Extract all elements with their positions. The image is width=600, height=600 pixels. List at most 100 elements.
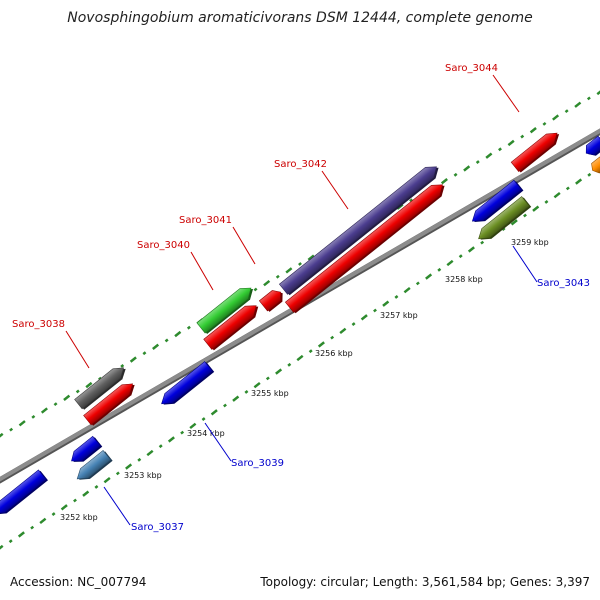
inner-track-tick bbox=[17, 531, 25, 538]
inner-track-tick bbox=[287, 362, 292, 367]
inner-track-tick bbox=[351, 322, 356, 326]
gene-feature-body bbox=[471, 179, 522, 222]
tick-label-3254-kbp: 3254 kbp bbox=[187, 429, 225, 438]
gene-feature-body bbox=[258, 290, 281, 312]
gene-feature-body bbox=[161, 361, 213, 405]
outer-track-tick bbox=[0, 432, 4, 438]
gene-feature[interactable] bbox=[203, 300, 263, 351]
gene-feature[interactable] bbox=[83, 379, 139, 427]
inner-track-tick bbox=[137, 457, 142, 462]
inner-track-tick bbox=[94, 485, 99, 489]
inner-track-tick bbox=[446, 259, 454, 267]
inner-track-tick bbox=[201, 417, 206, 421]
inner-track-tick bbox=[125, 463, 133, 470]
outer-track-tick bbox=[475, 160, 480, 164]
inner-track-tick bbox=[330, 335, 335, 340]
inner-track-tick bbox=[158, 444, 163, 449]
inner-track-tick bbox=[501, 227, 506, 231]
inner-track-tick bbox=[575, 178, 583, 185]
outer-track-tick bbox=[275, 274, 280, 279]
inner-track-tick bbox=[510, 219, 518, 226]
gene-feature[interactable] bbox=[278, 161, 442, 296]
leader-line-Saro_3038 bbox=[65, 330, 90, 369]
leader-line-Saro_3037 bbox=[103, 486, 131, 526]
inner-track-tick bbox=[480, 240, 485, 245]
gene-feature-body bbox=[203, 305, 257, 350]
tick-label-3253-kbp: 3253 kbp bbox=[124, 471, 162, 480]
inner-track-tick bbox=[565, 186, 570, 191]
outer-track-tick bbox=[53, 402, 58, 407]
tick-label-3257-kbp: 3257 kbp bbox=[380, 311, 418, 320]
outer-track-tick bbox=[574, 101, 582, 108]
tick-label-3259-kbp: 3259 kbp bbox=[511, 238, 549, 247]
outer-track-tick bbox=[98, 376, 102, 381]
inner-track-tick bbox=[146, 449, 154, 457]
outer-track-tick bbox=[520, 134, 525, 139]
inner-track-tick bbox=[437, 267, 442, 272]
outer-track-tick bbox=[253, 287, 258, 292]
gene-feature[interactable] bbox=[510, 128, 563, 173]
gene-feature[interactable] bbox=[469, 179, 524, 228]
gene-feature[interactable] bbox=[196, 282, 257, 335]
inner-track-tick bbox=[317, 341, 325, 348]
gene-feature[interactable] bbox=[74, 363, 130, 411]
gene-feature-body bbox=[71, 435, 101, 462]
map-title: Novosphingobium aromaticivorans DSM 1244… bbox=[67, 10, 533, 26]
inner-track-tick bbox=[467, 246, 475, 253]
inner-track-tick bbox=[532, 205, 540, 212]
gene-label-Saro_3037: Saro_3037 bbox=[131, 522, 184, 533]
inner-track-tick bbox=[60, 504, 68, 511]
genome-summary: Topology: circular; Length: 3,561,584 bp… bbox=[260, 575, 590, 589]
tick-label-3256-kbp: 3256 kbp bbox=[315, 349, 353, 358]
gene-feature[interactable] bbox=[258, 286, 286, 312]
outer-track-tick bbox=[298, 262, 302, 266]
inner-track-tick bbox=[115, 471, 120, 476]
gene-feature[interactable] bbox=[73, 450, 113, 485]
gene-label-Saro_3041: Saro_3041 bbox=[179, 215, 232, 226]
gene-feature-body bbox=[0, 469, 47, 514]
gene-label-Saro_3038: Saro_3038 bbox=[12, 319, 65, 330]
inner-track-tick bbox=[308, 349, 313, 354]
inner-track-tick bbox=[82, 490, 90, 497]
outer-track-tick bbox=[453, 172, 458, 177]
inner-track-tick bbox=[30, 525, 35, 530]
inner-track-tick bbox=[8, 539, 13, 544]
leader-line-Saro_3042 bbox=[321, 170, 349, 210]
gene-feature[interactable] bbox=[475, 196, 532, 245]
inner-track-tick bbox=[275, 368, 283, 375]
inner-track-tick bbox=[587, 172, 592, 177]
gene-feature[interactable] bbox=[589, 156, 600, 176]
gene-label-Saro_3044: Saro_3044 bbox=[445, 63, 498, 74]
inner-track-tick bbox=[39, 517, 47, 525]
gene-label-Saro_3043: Saro_3043 bbox=[537, 278, 590, 289]
outer-track-tick bbox=[596, 90, 600, 96]
gene-feature[interactable] bbox=[284, 179, 448, 314]
outer-track-tick bbox=[564, 109, 569, 114]
outer-track-tick bbox=[186, 325, 191, 330]
gene-feature[interactable] bbox=[0, 469, 48, 519]
outer-track-tick bbox=[142, 351, 147, 356]
inner-track-tick bbox=[523, 213, 527, 218]
inner-track-tick bbox=[425, 273, 433, 280]
gene-label-Saro_3042: Saro_3042 bbox=[274, 159, 327, 170]
inner-track-tick bbox=[360, 314, 368, 321]
gene-feature[interactable] bbox=[68, 435, 103, 468]
tick-label-3252-kbp: 3252 kbp bbox=[60, 513, 98, 522]
outer-track-tick bbox=[174, 330, 182, 338]
inner-track-tick bbox=[223, 403, 227, 408]
outer-track-tick bbox=[75, 389, 80, 394]
outer-track-tick bbox=[40, 407, 48, 414]
accession-label: Accession: NC_007794 bbox=[10, 575, 147, 589]
outer-track-tick bbox=[164, 338, 169, 343]
gene-feature-body bbox=[74, 367, 125, 410]
gene-feature-body bbox=[278, 166, 437, 295]
inner-track-tick bbox=[244, 390, 249, 394]
gene-feature[interactable] bbox=[158, 361, 215, 410]
inner-track-tick bbox=[73, 498, 77, 503]
leader-line-Saro_3040 bbox=[190, 251, 214, 291]
inner-track-tick bbox=[51, 512, 56, 516]
inner-track-tick bbox=[232, 395, 240, 402]
outer-track-tick bbox=[129, 356, 137, 363]
gene-feature-body bbox=[510, 132, 558, 172]
